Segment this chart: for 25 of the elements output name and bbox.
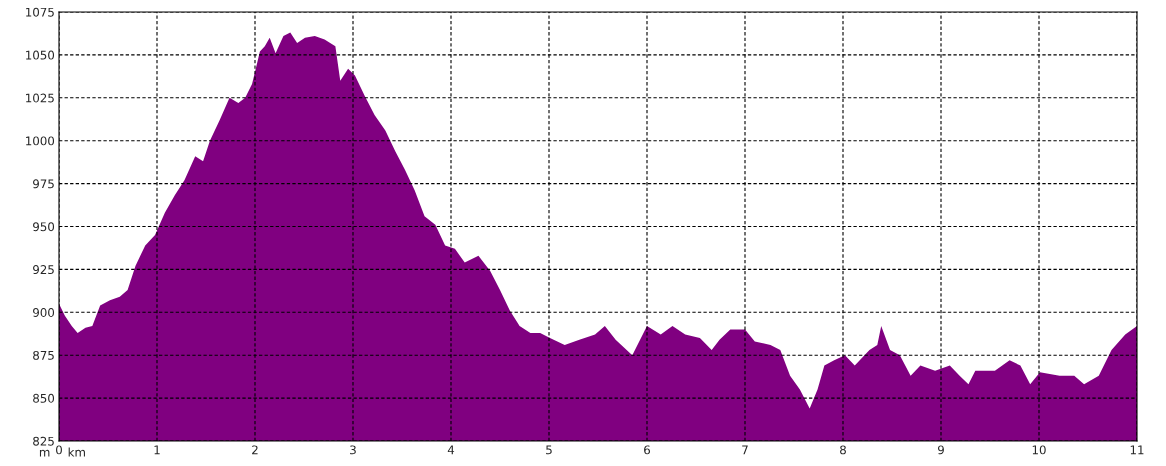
x-axis-title: km bbox=[68, 447, 85, 457]
x-tick-label: 3 bbox=[350, 445, 356, 455]
y-tick-label: 825 bbox=[33, 436, 54, 446]
x-tick-label: 5 bbox=[546, 445, 552, 455]
y-tick-label: 925 bbox=[33, 265, 54, 275]
x-tick-label: 0 bbox=[56, 445, 62, 455]
y-tick-label: 875 bbox=[33, 350, 54, 360]
y-tick-label: 950 bbox=[33, 222, 55, 232]
y-tick-label: 1000 bbox=[26, 136, 55, 146]
x-tick-label: 9 bbox=[937, 445, 944, 455]
y-tick-label: 975 bbox=[33, 179, 54, 189]
x-tick-label: 7 bbox=[742, 445, 748, 455]
x-tick-label: 8 bbox=[840, 445, 846, 455]
x-tick-label: 10 bbox=[1032, 445, 1046, 455]
y-tick-label: 900 bbox=[33, 308, 55, 317]
y-tick-label: 850 bbox=[33, 393, 55, 403]
x-tick-label: 2 bbox=[252, 445, 258, 455]
y-tick-label: 1050 bbox=[26, 50, 55, 60]
y-tick-label: 1075 bbox=[26, 7, 54, 17]
x-tick-label: 11 bbox=[1130, 445, 1144, 455]
x-tick-label: 6 bbox=[644, 445, 651, 455]
y-tick-label: 1025 bbox=[26, 93, 54, 103]
x-tick-label: 4 bbox=[447, 445, 455, 455]
x-tick-label: 1 bbox=[154, 445, 160, 455]
y-axis-title: m bbox=[39, 449, 50, 457]
